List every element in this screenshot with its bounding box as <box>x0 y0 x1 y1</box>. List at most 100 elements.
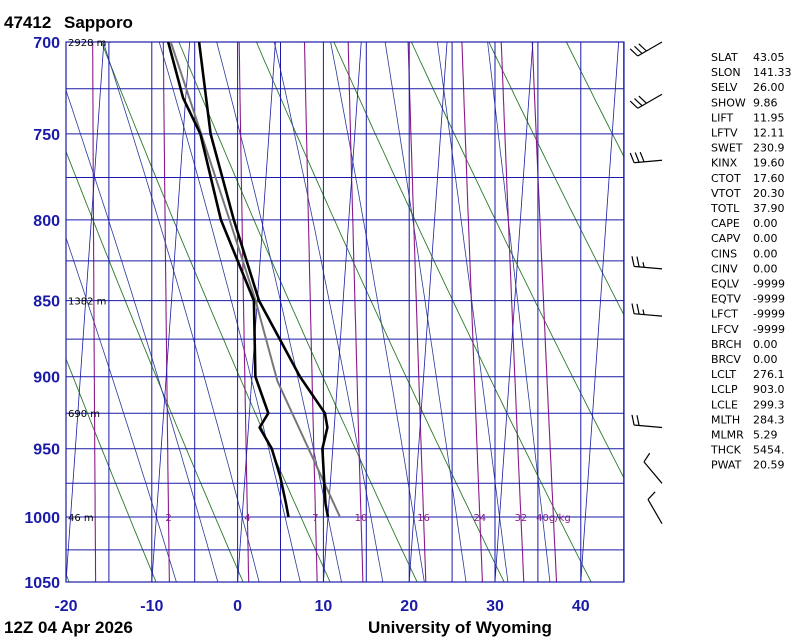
mixing-ratio-label: 2 <box>165 513 171 524</box>
observation-time: 12Z 04 Apr 2026 <box>4 618 133 637</box>
isotherm <box>66 42 105 582</box>
wind-barb <box>629 93 663 109</box>
station-name: Sapporo <box>64 13 133 32</box>
index-value: 43.05 <box>753 51 785 64</box>
index-key: CINV <box>711 262 738 275</box>
index-value: -9999 <box>753 278 785 291</box>
background-lines <box>0 42 624 582</box>
index-key: BRCV <box>711 353 741 366</box>
index-value: 284.3 <box>753 413 785 426</box>
mixing-ratio-label: 10 <box>355 513 368 524</box>
index-key: LFCV <box>711 323 739 336</box>
mixing-ratio-label: 40g/kg <box>536 513 571 524</box>
wind-barb-half-flag <box>642 262 645 268</box>
index-value: 0.00 <box>753 247 778 260</box>
parcel-path <box>169 42 341 518</box>
mixing-ratio-line <box>92 42 97 582</box>
index-key: TOTL <box>710 202 740 215</box>
index-key: SLAT <box>711 51 738 64</box>
pressure-tick-label: 950 <box>33 442 60 459</box>
temperature-tick-label: 10 <box>315 598 333 615</box>
wind-barb-staff <box>643 461 663 484</box>
temperature-tick-label: 40 <box>572 598 590 615</box>
height-label: 46 m <box>68 513 94 524</box>
wind-barb <box>643 452 663 484</box>
wind-barb <box>631 414 663 429</box>
height-label: 690 m <box>68 409 100 420</box>
index-value: 230.9 <box>753 142 785 155</box>
wind-barb-flag <box>636 256 640 267</box>
mixing-ratio-line <box>303 42 318 582</box>
index-key: LCLP <box>711 383 738 396</box>
index-key: LCLE <box>711 398 738 411</box>
wind-barb-half-flag <box>642 309 645 315</box>
temperature-tick-label: 20 <box>400 598 418 615</box>
isotherm <box>0 42 18 582</box>
sounding-profiles <box>166 42 341 518</box>
wind-barb-staff <box>637 41 663 57</box>
wind-barb-flag <box>631 303 635 314</box>
index-value: 0.00 <box>753 217 778 230</box>
index-key: KINX <box>711 157 738 170</box>
isotherm <box>580 42 620 582</box>
mixing-ratio-line <box>162 42 170 582</box>
wind-barb-staff <box>637 93 663 109</box>
wind-barbs <box>629 41 663 524</box>
index-value: 12.11 <box>753 127 785 140</box>
index-key: CTOT <box>711 172 741 185</box>
isotherm <box>237 42 276 582</box>
index-value: 20.59 <box>753 459 785 472</box>
temperature-tick-label: 30 <box>486 598 504 615</box>
isotherm <box>323 42 362 582</box>
index-key: EQTV <box>711 293 741 306</box>
isotherm <box>494 42 534 582</box>
mixing-ratio-label: 24 <box>473 513 486 524</box>
index-key: SHOW <box>711 96 746 109</box>
index-value: 5454. <box>753 444 785 457</box>
height-label: 2928 m <box>68 38 106 49</box>
plot-frame <box>65 41 625 583</box>
wind-barb-flag <box>634 98 643 107</box>
pressure-tick-label: 700 <box>33 35 60 52</box>
index-value: 11.95 <box>753 111 785 124</box>
mixing-ratio-line <box>238 42 250 582</box>
wind-barb-staff <box>634 424 663 429</box>
wind-barb <box>647 491 663 524</box>
moist-adiabat <box>384 42 467 582</box>
height-label: 1382 m <box>68 297 106 308</box>
dry-adiabat <box>488 42 624 317</box>
index-value: 0.00 <box>753 338 778 351</box>
wind-barb-flag <box>629 152 635 163</box>
pressure-tick-label: 1050 <box>24 575 60 592</box>
index-value: 37.90 <box>753 202 785 215</box>
dry-adiabat <box>565 42 624 158</box>
station-id: 47412 <box>4 13 51 32</box>
mixing-ratio-label: 16 <box>417 513 430 524</box>
index-key: LCLT <box>711 368 736 381</box>
index-key: THCK <box>710 444 742 457</box>
wind-barb-flag <box>636 415 640 426</box>
index-value: 19.60 <box>753 157 785 170</box>
index-value: 0.00 <box>753 232 778 245</box>
wind-barb <box>629 151 663 164</box>
moist-adiabat <box>216 42 342 582</box>
wind-barb-staff <box>647 499 663 524</box>
index-value: 5.29 <box>753 429 778 442</box>
wind-barb-flag <box>629 48 639 57</box>
wind-barb-flag <box>638 43 647 52</box>
pressure-tick-label: 1000 <box>24 510 60 527</box>
pressure-temperature-grid <box>65 41 625 583</box>
index-value: 0.00 <box>753 262 778 275</box>
wind-barb-flag <box>631 256 635 267</box>
isotherm <box>151 42 191 582</box>
index-key: LIFT <box>711 111 734 124</box>
dry-adiabat <box>178 42 418 582</box>
wind-barb-flag <box>639 151 645 163</box>
wind-barb <box>631 256 663 270</box>
wind-barb-flag <box>634 45 643 54</box>
index-value: -9999 <box>753 293 785 306</box>
temperature-tick-label: -10 <box>140 598 163 615</box>
index-key: EQLV <box>711 278 740 291</box>
wind-barb-staff <box>634 265 663 270</box>
